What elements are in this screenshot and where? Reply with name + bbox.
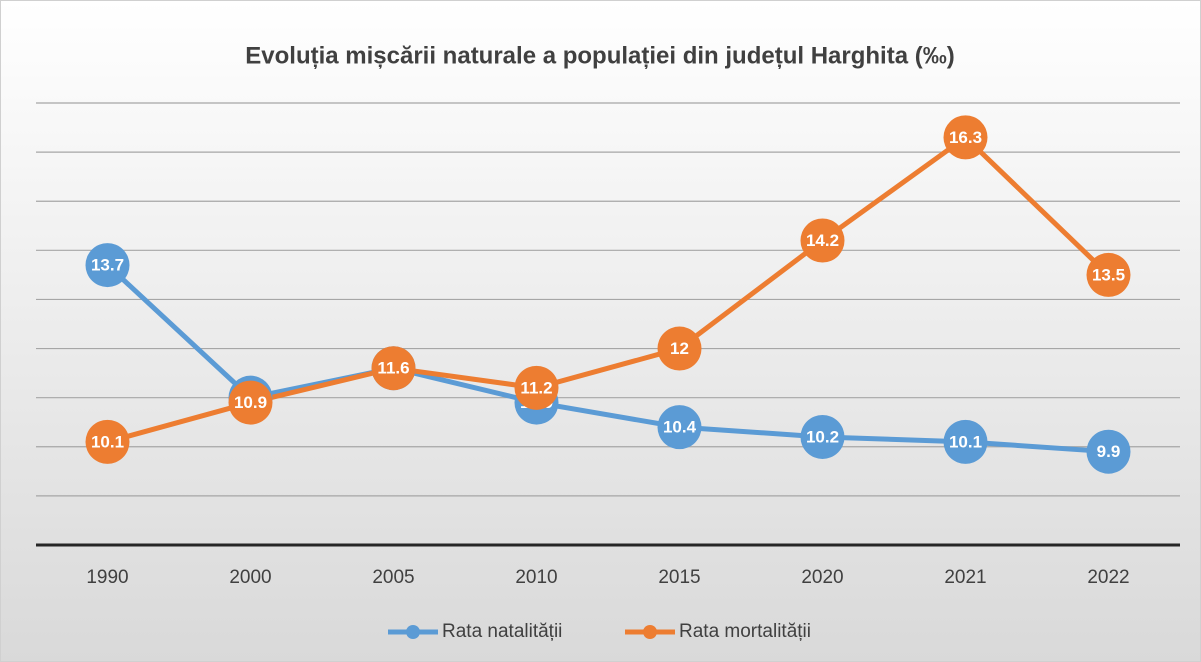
data-label: 16.3: [949, 128, 982, 147]
marker: [85, 243, 130, 288]
data-label: 13.5: [1092, 265, 1125, 284]
legend-label: Rata mortalității: [679, 621, 811, 642]
data-label: 14.2: [806, 231, 839, 250]
x-tick-label: 2021: [944, 567, 986, 588]
x-tick-label: 2015: [658, 567, 700, 588]
x-tick-label: 2010: [515, 567, 557, 588]
data-label: 10.9: [234, 393, 267, 412]
marker: [85, 419, 130, 464]
marker: [371, 346, 416, 391]
marker: [943, 115, 988, 160]
marker: [657, 405, 702, 450]
x-tick-label: 2022: [1087, 567, 1129, 588]
data-label: 13.7: [91, 256, 124, 275]
data-label: 10.4: [663, 418, 697, 437]
marker: [228, 380, 273, 425]
data-label: 10.2: [806, 427, 839, 446]
legend-marker: [643, 625, 657, 639]
marker: [1086, 252, 1131, 297]
x-tick-label: 2000: [229, 567, 271, 588]
x-tick-label: 2020: [801, 567, 843, 588]
data-label: 11.2: [520, 378, 552, 397]
data-label: 10.1: [949, 432, 982, 451]
marker: [657, 326, 702, 371]
data-label: 11.6: [377, 359, 409, 378]
line: [105, 263, 1109, 455]
legend-label: Rata natalității: [442, 621, 562, 642]
data-label: 10.1: [91, 432, 124, 451]
legend-marker: [406, 625, 420, 639]
marker: [943, 419, 988, 464]
x-tick-label: 2005: [372, 567, 414, 588]
marker: [1086, 429, 1131, 474]
data-label: 12: [670, 339, 689, 358]
marker: [800, 218, 845, 263]
marker: [800, 414, 845, 459]
marker: [514, 365, 559, 410]
data-label: 9.9: [1097, 442, 1121, 461]
line: [106, 134, 1111, 445]
x-tick-label: 1990: [86, 567, 128, 588]
chart-title: Evoluția mișcării naturale a populației …: [245, 42, 954, 69]
